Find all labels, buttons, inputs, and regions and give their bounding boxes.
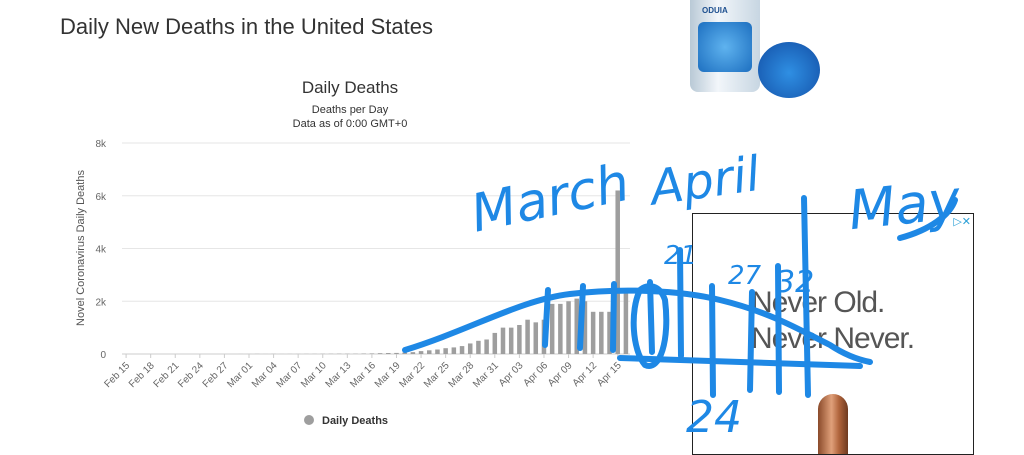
- chart-subtitle: Deaths per Day: [312, 104, 389, 116]
- chart-subtitle-2: Data as of 0:00 GMT+0: [293, 118, 408, 130]
- bar[interactable]: [370, 353, 375, 354]
- bar[interactable]: [443, 348, 448, 354]
- bar[interactable]: [484, 339, 489, 354]
- bar[interactable]: [624, 291, 629, 354]
- ad-choices-icon[interactable]: ▷✕: [953, 215, 971, 228]
- x-tick-label: Mar 04: [250, 360, 280, 390]
- bar[interactable]: [419, 351, 424, 354]
- can-label: [698, 22, 752, 72]
- x-tick-label: Feb 21: [152, 360, 182, 390]
- bar[interactable]: [452, 347, 457, 354]
- bar[interactable]: [394, 353, 399, 354]
- x-tick-label: Apr 03: [497, 360, 526, 389]
- bar[interactable]: [517, 325, 522, 354]
- bar[interactable]: [493, 333, 498, 354]
- bar[interactable]: [583, 301, 588, 354]
- bar[interactable]: [427, 350, 432, 354]
- y-tick-labels: 0 2k 4k 6k 8k: [95, 139, 107, 361]
- bars: [239, 190, 629, 354]
- bar[interactable]: [411, 352, 416, 354]
- x-tick-label: Mar 07: [275, 360, 305, 390]
- y-tick-label: 6k: [95, 192, 107, 203]
- bar[interactable]: [476, 341, 481, 354]
- y-axis-label: Novel Coronavirus Daily Deaths: [75, 170, 87, 326]
- bar[interactable]: [615, 190, 620, 354]
- bar[interactable]: [542, 320, 547, 354]
- y-tick-label: 4k: [95, 245, 107, 256]
- advertisement[interactable]: ▷✕ Never Old. Never Never.: [692, 213, 974, 455]
- x-tick-label: Mar 19: [373, 360, 403, 390]
- ad-line-2: Never Never.: [751, 322, 914, 356]
- bar[interactable]: [435, 350, 440, 354]
- bar[interactable]: [558, 304, 563, 354]
- x-tick-label: Feb 24: [176, 360, 206, 390]
- y-tick-label: 8k: [95, 139, 107, 150]
- legend-label: Daily Deaths: [322, 415, 388, 427]
- bar[interactable]: [460, 346, 465, 354]
- bar[interactable]: [468, 343, 473, 354]
- x-tick-label: Apr 15: [595, 360, 624, 389]
- legend[interactable]: Daily Deaths: [304, 415, 388, 427]
- x-tick-label: Feb 15: [102, 360, 132, 390]
- x-tick-label: Mar 31: [471, 360, 501, 390]
- x-tick-label: Mar 01: [225, 360, 255, 390]
- bar[interactable]: [525, 320, 530, 354]
- x-tick-label: Apr 06: [522, 360, 551, 389]
- bar[interactable]: [378, 353, 383, 354]
- ad-line-1: Never Old.: [751, 286, 884, 320]
- bar[interactable]: [591, 312, 596, 354]
- bar[interactable]: [386, 353, 391, 354]
- bar[interactable]: [509, 328, 514, 354]
- x-tick-label: Apr 09: [546, 360, 575, 389]
- y-tick-label: 2k: [95, 297, 107, 308]
- bar[interactable]: [599, 312, 604, 354]
- bullet-icon: [818, 394, 848, 455]
- bar[interactable]: [534, 322, 539, 354]
- product-brand: ODUIA: [702, 6, 728, 15]
- bar[interactable]: [574, 299, 579, 354]
- x-tick-label: Mar 25: [422, 360, 452, 390]
- x-tick-label: Feb 27: [201, 360, 231, 390]
- x-tick-label: Mar 16: [348, 360, 378, 390]
- product-image[interactable]: ODUIA: [690, 0, 825, 98]
- x-tick-label: Apr 12: [571, 360, 600, 389]
- bar[interactable]: [402, 353, 407, 354]
- x-tick-label: Mar 22: [397, 360, 427, 390]
- x-tick-label: Mar 13: [324, 360, 354, 390]
- x-tick-label: Mar 28: [447, 360, 477, 390]
- lid-icon: [758, 42, 820, 98]
- x-tick-label: Mar 10: [299, 360, 329, 390]
- bar[interactable]: [566, 301, 571, 354]
- bar[interactable]: [550, 304, 555, 354]
- y-tick-label: 0: [100, 350, 106, 361]
- legend-marker: [304, 415, 314, 425]
- x-tick-label: Feb 18: [127, 360, 157, 390]
- wipes-can-icon: ODUIA: [690, 0, 760, 92]
- bar[interactable]: [501, 328, 506, 354]
- chart-title: Daily Deaths: [302, 78, 398, 97]
- bar[interactable]: [607, 312, 612, 354]
